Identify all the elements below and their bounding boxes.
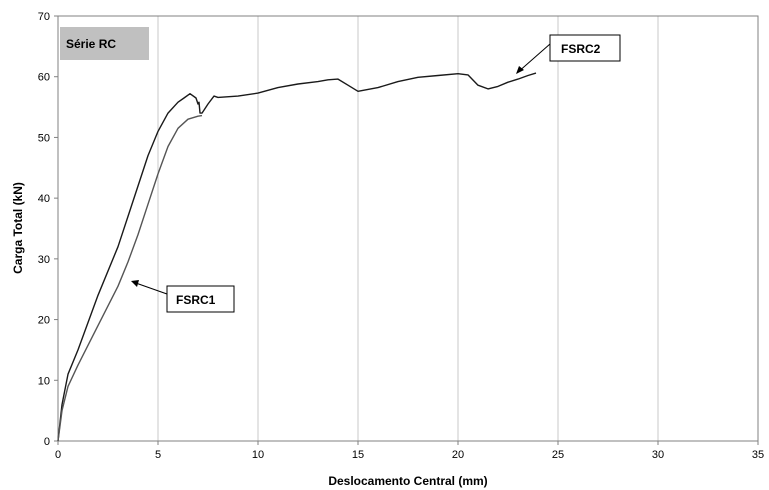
x-tick-label: 10 [252, 449, 264, 461]
y-tick-label: 40 [38, 193, 50, 205]
plot-area-frame [57, 15, 759, 442]
legend-fsrc1-arrowhead [131, 280, 139, 287]
series-lines [57, 72, 537, 442]
y-tick-label: 50 [38, 132, 50, 144]
y-tick-label: 10 [38, 375, 50, 387]
series-label-text: Série RC [66, 37, 116, 51]
series-line-fsrc1 [57, 114, 203, 442]
x-tick-label: 30 [652, 449, 664, 461]
legend-fsrc1-arrow [132, 281, 168, 295]
x-tick-label: 35 [752, 449, 764, 461]
x-tick-label: 25 [552, 449, 564, 461]
y-tick-label: 0 [44, 436, 50, 448]
y-tick-label: 20 [38, 315, 50, 327]
legend-fsrc2-arrowhead [516, 66, 524, 74]
x-tick-label: 20 [452, 449, 464, 461]
axis-ticks: 0 5 10 15 20 25 30 35 0 10 20 30 40 50 60 70 [38, 11, 764, 461]
y-tick-label: 60 [38, 72, 50, 84]
y-tick-label: 70 [38, 11, 50, 23]
x-axis-title: Deslocamento Central (mm) [328, 474, 487, 488]
y-tick-label: 30 [38, 254, 50, 266]
legend-fsrc1: FSRC1 [131, 280, 235, 313]
x-tick-label: 0 [55, 449, 61, 461]
legend-fsrc2: FSRC2 [516, 34, 621, 74]
series-line-fsrc2 [57, 72, 537, 442]
x-tick-label: 5 [155, 449, 161, 461]
y-axis-title: Carga Total (kN) [11, 182, 25, 274]
x-tick-label: 15 [352, 449, 364, 461]
legend-fsrc1-label: FSRC1 [176, 293, 216, 307]
grid-lines [157, 16, 659, 441]
series-label-box: Série RC [60, 27, 149, 60]
legend-fsrc2-label: FSRC2 [561, 42, 601, 56]
legend-fsrc2-arrow [516, 43, 551, 74]
